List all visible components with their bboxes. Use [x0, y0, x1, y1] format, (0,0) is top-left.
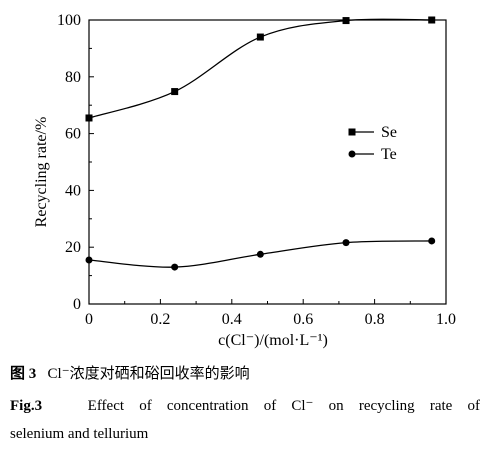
x-axis-label: c(Cl⁻)/(mol·L⁻¹) [218, 332, 328, 349]
point-te-0 [85, 256, 93, 264]
y-tick-label-20: 20 [65, 239, 81, 256]
point-se-4 [428, 16, 436, 24]
x-tick-label-1.0: 1.0 [436, 311, 456, 328]
y-tick-label-40: 40 [65, 182, 81, 199]
point-te-2 [256, 250, 264, 258]
x-tick-label-0.4: 0.4 [222, 311, 242, 328]
y-axis-ticks: 0 20 40 60 80 100 [57, 12, 94, 313]
x-tick-label-0.6: 0.6 [293, 311, 313, 328]
legend-label-se: Se [381, 124, 397, 141]
point-se-3 [342, 17, 350, 25]
point-se-1 [171, 88, 179, 96]
y-tick-label-0: 0 [73, 296, 81, 313]
point-te-3 [342, 239, 350, 247]
caption-en-text: Effect of concentration of Cl⁻ on recycl… [87, 398, 480, 414]
point-se-2 [256, 33, 264, 41]
series-markers [85, 16, 436, 271]
caption-en-text-2: selenium and tellurium [10, 426, 149, 442]
x-tick-label-0.2: 0.2 [150, 311, 170, 328]
figure-caption-english-continued: selenium and tellurium [10, 424, 480, 444]
x-axis-ticks: 0 0.2 0.4 0.6 0.8 1.0 [85, 299, 456, 328]
legend: Se Te [348, 124, 397, 163]
point-te-4 [428, 237, 436, 245]
chart: 0 20 40 60 80 100 0 0.2 0.4 0.6 0.8 1.0 Se Te Recyc… [33, 12, 456, 349]
point-te-1 [171, 263, 179, 271]
y-tick-label-60: 60 [65, 126, 81, 143]
series-lines [88, 18, 432, 268]
figure-caption-english: Fig.3 Effect of concentration of Cl⁻ on … [10, 396, 480, 416]
point-se-0 [85, 114, 93, 122]
caption-cn-label: 图 3 [10, 366, 37, 382]
legend-label-te: Te [381, 146, 397, 163]
figure-caption-chinese: 图 3 Cl⁻浓度对硒和硲回收率的影响 [10, 364, 480, 384]
x-tick-label-0: 0 [85, 311, 93, 328]
y-tick-label-80: 80 [65, 69, 81, 86]
y-tick-label-100: 100 [57, 12, 81, 29]
x-tick-label-0.8: 0.8 [365, 311, 385, 328]
caption-en-label: Fig.3 [10, 398, 43, 414]
y-axis-label: Recycling rate/% [33, 117, 50, 228]
caption-cn-text: Cl⁻浓度对硒和硲回收率的影响 [47, 366, 250, 382]
